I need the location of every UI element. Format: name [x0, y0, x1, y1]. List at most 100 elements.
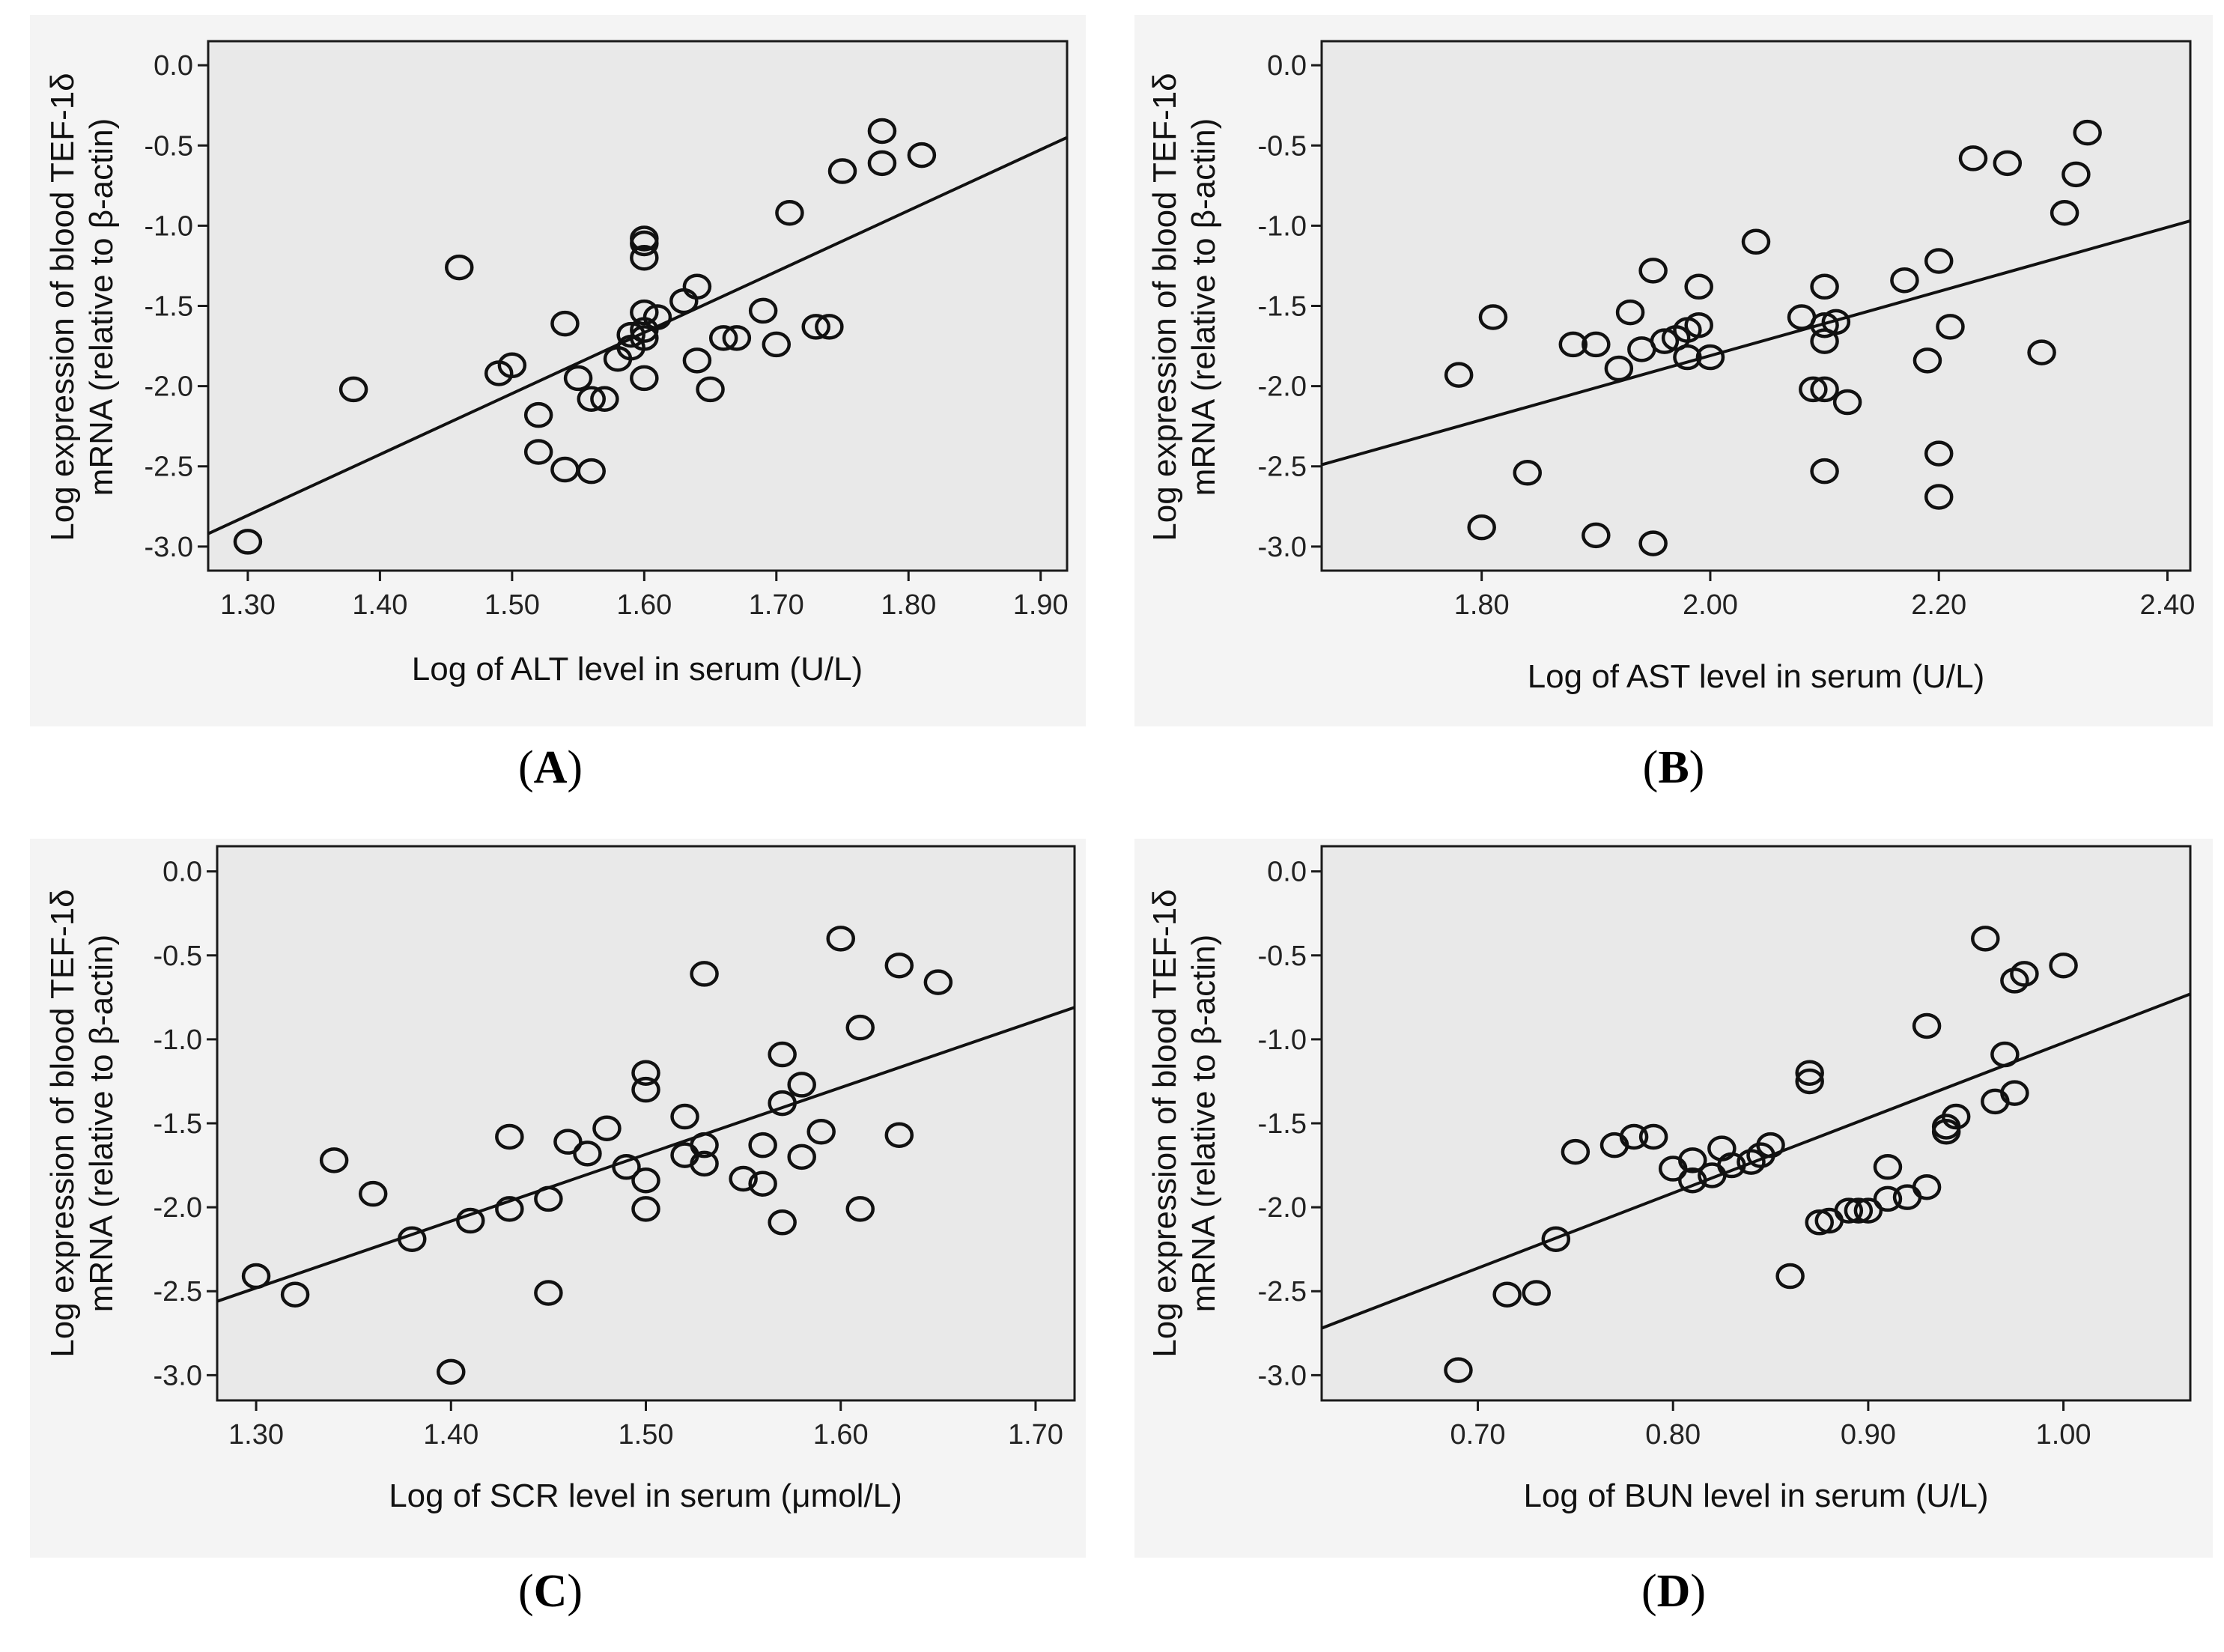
data-point [495, 1196, 524, 1222]
data-point [775, 199, 804, 226]
regression-line [1321, 992, 2191, 1330]
data-point [1810, 312, 1839, 338]
y-axis-title-line2: mRNA (relative to β-actin) [83, 935, 120, 1313]
data-point [1805, 1209, 1834, 1236]
y-tick-label: -0.5 [1258, 130, 1307, 162]
data-point [523, 401, 553, 428]
data-point [1684, 273, 1713, 300]
regression-line [207, 136, 1068, 535]
data-point [1936, 314, 1965, 340]
data-point [2049, 952, 2078, 979]
data-point [534, 1280, 563, 1306]
data-point [497, 352, 527, 379]
data-point [826, 926, 855, 952]
data-point [923, 969, 953, 995]
data-point [1832, 389, 1862, 416]
data-point [722, 325, 752, 351]
data-point [1941, 1103, 1971, 1130]
data-point [319, 1147, 349, 1173]
data-point [1467, 514, 1496, 541]
data-point [1444, 362, 1474, 388]
y-tick-label: -1.0 [154, 1024, 202, 1056]
data-point [2073, 119, 2102, 146]
data-point [1912, 347, 1942, 374]
data-point [787, 1072, 816, 1098]
y-tick-label: -1.5 [1258, 291, 1307, 323]
data-point [1990, 1041, 2020, 1068]
y-tick-label: -1.5 [1258, 1108, 1307, 1140]
y-axis-title-line1: Log expression of blood TEF-1δ [1146, 889, 1183, 1357]
data-point [456, 1207, 485, 1234]
data-point [1678, 1167, 1707, 1194]
data-point [1638, 1123, 1668, 1150]
data-point [590, 386, 619, 413]
y-tick-label: -1.0 [145, 210, 193, 242]
panel-label: (D) [1641, 1566, 1706, 1617]
data-point [1810, 376, 1839, 403]
data-point [884, 1122, 914, 1148]
x-tick-label: 1.80 [1454, 589, 1510, 621]
regression-line [216, 1006, 1075, 1303]
data-point [1678, 1147, 1707, 1173]
data-point [1834, 1197, 1864, 1224]
data-point [630, 365, 659, 392]
panel-label: (C) [518, 1566, 583, 1617]
x-axis-title: Log of AST level in serum (U/L) [1528, 658, 1985, 695]
data-point [1795, 1068, 1824, 1095]
chart-panel-c: 0.0 -0.5 -1.0 -1.5 -2.0 -2.5 -3.0 1.30 1.40 1.50 1… [30, 839, 1086, 1617]
data-point [523, 439, 553, 465]
data-point [437, 1358, 466, 1385]
data-point [801, 314, 830, 340]
y-tick-label: -2.0 [1258, 1192, 1307, 1224]
data-point [1993, 150, 2023, 177]
data-point [338, 376, 368, 403]
data-point [1638, 530, 1668, 556]
data-point [631, 1196, 660, 1222]
data-point [612, 1154, 641, 1180]
data-point [1821, 309, 1851, 335]
y-tick-label: -0.5 [154, 941, 202, 972]
chart-panel-a: 0.0 -0.5 -1.0 -1.5 -2.0 -2.5 -3.0 1.30 1.40 1.50 1… [30, 15, 1086, 793]
y-axis-title-line2: mRNA (relative to β-actin) [83, 118, 120, 496]
y-tick-label: -1.0 [1258, 1024, 1307, 1056]
data-point [1924, 440, 1954, 467]
data-point [1799, 376, 1828, 403]
data-point [768, 1041, 797, 1068]
data-point [630, 230, 659, 257]
x-tick-label: 1.40 [352, 589, 407, 621]
data-point [1810, 328, 1839, 354]
data-point [845, 1196, 875, 1222]
data-point [748, 1132, 777, 1158]
data-point [1737, 1149, 1766, 1175]
data-point [867, 150, 897, 177]
x-tick-label: 1.40 [423, 1419, 478, 1451]
data-point [1924, 248, 1954, 274]
data-point [690, 1132, 719, 1158]
x-tick-label: 1.70 [1008, 1419, 1063, 1451]
data-point [2000, 1080, 2029, 1106]
data-point [573, 1141, 602, 1167]
data-point [241, 1263, 271, 1290]
data-point [1873, 1154, 1903, 1180]
plot-area [216, 845, 1076, 1402]
y-tick-label: 0.0 [154, 50, 193, 82]
y-tick-label: -2.5 [154, 1276, 202, 1308]
data-point [577, 386, 606, 413]
data-point [806, 1118, 836, 1145]
data-point [397, 1226, 427, 1252]
data-point [2027, 339, 2056, 365]
data-point [1582, 331, 1611, 358]
data-point [358, 1180, 388, 1207]
y-tick-label: -0.5 [1258, 941, 1307, 972]
y-axis-title-line1: Log expression of blood TEF-1δ [1146, 73, 1183, 541]
data-point [1444, 1357, 1473, 1383]
chart-panel-d: 0.0 -0.5 -1.0 -1.5 -2.0 -2.5 -3.0 0.70 0.80 0.90 1… [1134, 839, 2213, 1617]
data-point [1756, 1132, 1785, 1158]
data-point [1561, 1138, 1590, 1165]
data-point [768, 1090, 797, 1117]
data-point [1795, 1060, 1824, 1086]
data-point [1615, 299, 1645, 326]
x-tick-label: 1.50 [619, 1419, 674, 1451]
data-point [696, 376, 725, 403]
x-axis-title: Log of BUN level in serum (U/L) [1523, 1478, 1988, 1514]
